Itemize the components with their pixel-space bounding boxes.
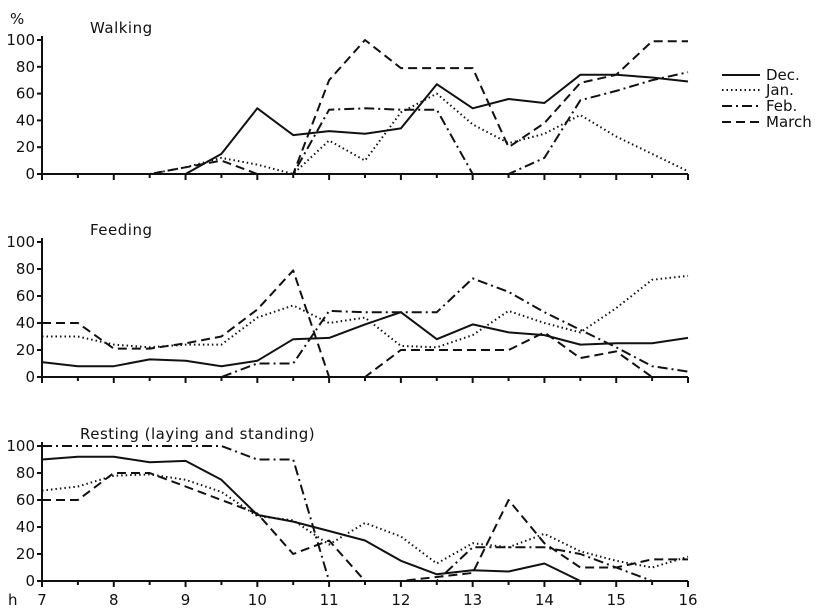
- x-tick-label: 8: [109, 591, 119, 609]
- y-tick-label: 80: [16, 260, 35, 278]
- y-tick-label: 100: [6, 437, 35, 455]
- y-tick-label: 20: [16, 138, 35, 156]
- y-tick-label: 20: [16, 341, 35, 359]
- y-tick-label: 100: [6, 233, 35, 251]
- y-tick-label: 100: [6, 31, 35, 49]
- y-tick-label: 0: [25, 572, 35, 590]
- x-tick-label: 12: [391, 591, 410, 609]
- legend-label: Dec.: [766, 66, 800, 84]
- panel-title: Feeding: [90, 221, 152, 239]
- y-unit-label: %: [10, 10, 24, 28]
- y-tick-label: 60: [16, 287, 35, 305]
- legend-label: Jan.: [765, 81, 794, 99]
- x-tick-label: 11: [320, 591, 339, 609]
- panel-title: Walking: [90, 19, 153, 37]
- legend-label: Feb.: [766, 97, 797, 115]
- y-tick-label: 0: [25, 165, 35, 183]
- series-line-feb: [42, 277, 689, 378]
- x-tick-label: 7: [37, 591, 47, 609]
- x-tick-label: 15: [607, 591, 626, 609]
- y-tick-label: 40: [16, 314, 35, 332]
- series-line-jan: [41, 473, 689, 569]
- series-line-march: [42, 39, 688, 175]
- x-tick-label: 10: [248, 591, 267, 609]
- y-tick-label: 60: [16, 491, 35, 509]
- y-tick-label: 20: [16, 545, 35, 563]
- y-tick-label: 80: [16, 464, 35, 482]
- legend-label: March: [766, 113, 812, 131]
- series-line-feb: [42, 445, 688, 582]
- series-line-feb: [42, 71, 689, 175]
- x-tick-label: 16: [678, 591, 697, 609]
- series-line-dec: [41, 311, 689, 368]
- series-line-jan: [42, 92, 689, 175]
- x-unit-label: h: [8, 591, 18, 609]
- series-line-march: [42, 269, 688, 378]
- series-line-dec: [41, 455, 688, 582]
- series-line-march: [42, 472, 688, 582]
- y-tick-label: 0: [25, 368, 35, 386]
- panel-title: Resting (laying and standing): [80, 425, 315, 443]
- y-tick-label: 40: [16, 518, 35, 536]
- y-tick-label: 80: [16, 58, 35, 76]
- series-line-dec: [42, 73, 689, 175]
- y-tick-label: 60: [16, 85, 35, 103]
- series-line-jan: [42, 274, 689, 349]
- x-tick-label: 13: [463, 591, 482, 609]
- x-tick-label: 9: [181, 591, 191, 609]
- x-tick-label: 14: [535, 591, 554, 609]
- y-tick-label: 40: [16, 111, 35, 129]
